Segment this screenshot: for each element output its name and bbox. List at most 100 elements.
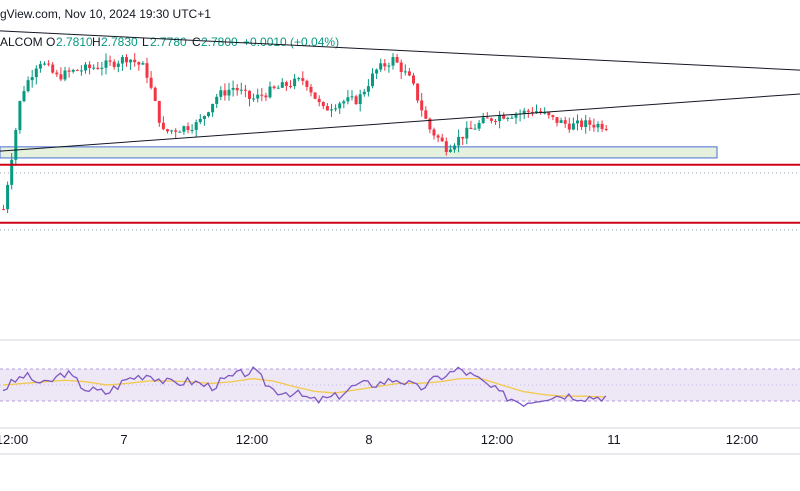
candle-body bbox=[256, 94, 260, 99]
candle-body bbox=[26, 80, 30, 92]
candle-body bbox=[350, 96, 354, 98]
candle-body bbox=[391, 57, 395, 66]
candle-body bbox=[248, 90, 251, 99]
x-tick-label: 11 bbox=[607, 432, 621, 447]
high-label: H bbox=[92, 35, 101, 49]
candle-body bbox=[79, 70, 83, 72]
candle-body bbox=[2, 209, 5, 211]
candle-body bbox=[272, 86, 276, 88]
candle-body bbox=[215, 96, 219, 104]
candle-body bbox=[416, 83, 420, 101]
candle-body bbox=[600, 123, 604, 129]
low-label: L bbox=[142, 35, 149, 49]
candle-body bbox=[420, 100, 424, 111]
candle-body bbox=[457, 136, 461, 146]
candle-body bbox=[448, 149, 452, 152]
trendline bbox=[0, 93, 800, 152]
rsi-ma-line bbox=[2, 377, 606, 398]
candle-body bbox=[362, 91, 366, 95]
candle-body bbox=[395, 57, 399, 63]
candle-body bbox=[592, 124, 596, 128]
candle-body bbox=[338, 103, 342, 109]
candle-body bbox=[18, 101, 22, 131]
candle-body bbox=[559, 120, 563, 123]
candle-body bbox=[489, 118, 493, 121]
candle-body bbox=[243, 89, 247, 91]
candle-body bbox=[551, 115, 555, 118]
candle-body bbox=[465, 127, 469, 139]
candle-body bbox=[407, 71, 411, 76]
x-tick-label: 7 bbox=[120, 432, 127, 447]
candle-body bbox=[30, 77, 34, 81]
candle-body bbox=[264, 95, 268, 98]
candle-body bbox=[514, 114, 518, 118]
candle-body bbox=[260, 94, 264, 96]
candle-body bbox=[219, 90, 223, 97]
candle-body bbox=[580, 120, 584, 128]
candle-body bbox=[145, 63, 149, 78]
candle-body bbox=[321, 102, 325, 107]
candle-body bbox=[436, 135, 440, 138]
candle-body bbox=[571, 123, 575, 130]
candle-body bbox=[108, 60, 112, 62]
candle-body bbox=[366, 86, 370, 92]
candle-body bbox=[469, 127, 473, 130]
candle-body bbox=[330, 109, 333, 111]
candle-body bbox=[530, 111, 534, 114]
candle-body bbox=[297, 78, 301, 80]
candle-body bbox=[342, 101, 346, 104]
candle-body bbox=[157, 100, 161, 123]
candle-body bbox=[227, 89, 231, 96]
candle-body bbox=[129, 59, 133, 63]
candle-body bbox=[280, 82, 284, 88]
candle-body bbox=[84, 64, 87, 71]
candle-body bbox=[555, 117, 559, 123]
candle-body bbox=[485, 117, 489, 119]
candle-body bbox=[289, 85, 292, 87]
close-label: C bbox=[192, 35, 201, 49]
candle-body bbox=[186, 126, 190, 131]
candle-body bbox=[383, 63, 387, 67]
candle-body bbox=[59, 74, 63, 80]
candle-body bbox=[440, 137, 444, 142]
candle-body bbox=[55, 72, 59, 75]
high-value: 2.7830 bbox=[101, 35, 138, 49]
candle-body bbox=[473, 128, 477, 130]
candle-body bbox=[120, 57, 124, 64]
candle-body bbox=[543, 112, 547, 114]
candle-body bbox=[71, 69, 75, 72]
trendline bbox=[0, 30, 800, 71]
candle-body bbox=[526, 110, 530, 112]
candle-body bbox=[63, 70, 67, 80]
candle-body bbox=[141, 63, 145, 65]
candle-body bbox=[67, 70, 71, 72]
candle-body bbox=[567, 123, 571, 130]
candle-body bbox=[170, 130, 174, 132]
candle-body bbox=[202, 116, 206, 120]
candle-body bbox=[268, 86, 272, 98]
candle-body bbox=[510, 117, 514, 119]
candle-body bbox=[317, 98, 321, 103]
candle-body bbox=[444, 141, 448, 152]
candle-body bbox=[334, 108, 338, 110]
candle-body bbox=[535, 111, 538, 114]
candle-body bbox=[174, 130, 178, 132]
candle-body bbox=[96, 67, 100, 69]
candle-body bbox=[325, 106, 329, 111]
candle-body bbox=[112, 61, 116, 67]
candle-body bbox=[453, 145, 456, 150]
candle-body bbox=[178, 131, 182, 133]
candle-body bbox=[604, 128, 608, 130]
candle-body bbox=[182, 126, 186, 132]
candle-body bbox=[14, 130, 18, 160]
candle-body bbox=[38, 64, 42, 69]
candle-body bbox=[223, 90, 227, 96]
x-tick-label: 12:00 bbox=[0, 432, 28, 447]
candle-body bbox=[424, 110, 428, 119]
candle-body bbox=[10, 159, 14, 185]
candle-body bbox=[375, 69, 379, 74]
open-value: 2.7810 bbox=[56, 35, 93, 49]
candle-body bbox=[461, 136, 465, 139]
support-zone bbox=[0, 146, 718, 159]
